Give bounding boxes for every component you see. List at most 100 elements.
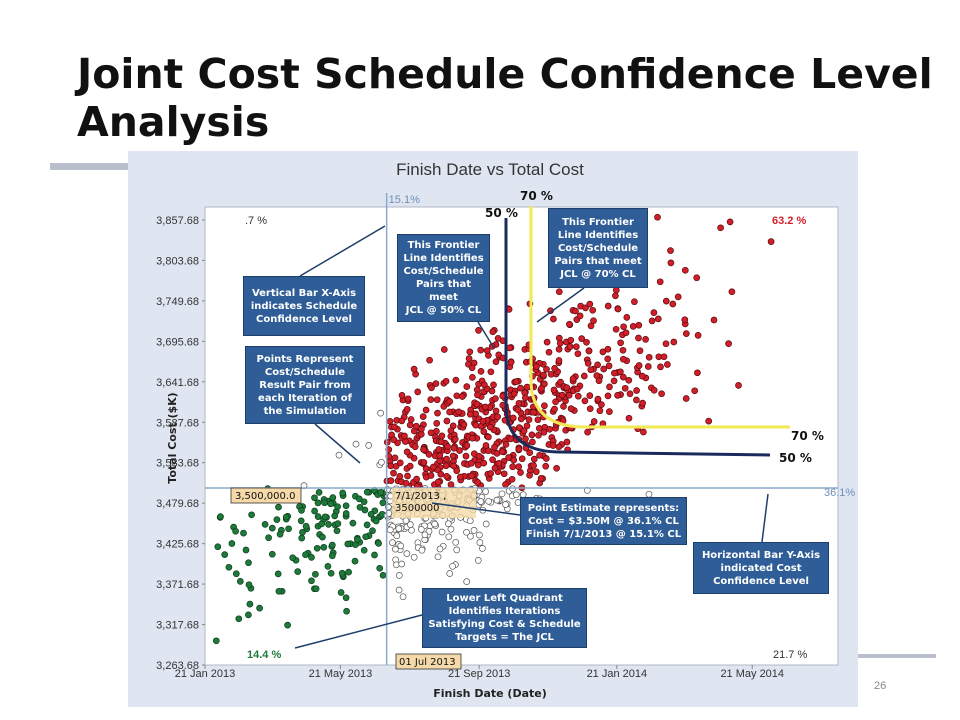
scatter-point (509, 463, 517, 471)
x-tick-label: 21 Jan 2013 (175, 668, 236, 680)
callout-vertical-bar: Vertical Bar X-Axis indicates Schedule C… (243, 276, 365, 336)
scatter-point (445, 533, 453, 541)
scatter-point (403, 405, 411, 413)
scatter-point (546, 425, 554, 433)
frontier-50-right-label: 50 % (779, 451, 812, 465)
scatter-point (565, 391, 573, 399)
scatter-point (352, 440, 360, 448)
scatter-point (452, 538, 460, 546)
callout-pointer (477, 321, 495, 349)
scatter-point (378, 458, 385, 466)
callout-pointer (299, 225, 386, 277)
scatter-point (338, 569, 346, 577)
scatter-point (545, 348, 553, 356)
scatter-point (312, 570, 319, 578)
scatter-point (363, 488, 371, 496)
scatter-point (681, 316, 689, 324)
scatter-point (605, 362, 613, 370)
scatter-point (289, 554, 297, 562)
scatter-point (485, 497, 492, 505)
scatter-point (625, 414, 633, 422)
scatter-point (214, 543, 222, 551)
y-tick-label: 3,533.68 (156, 458, 199, 470)
scatter-point (444, 443, 451, 450)
scatter-point (342, 510, 350, 517)
callout-frontier-70: This Frontier Line Identifies Cost/Sched… (548, 208, 648, 288)
scatter-point (612, 292, 619, 300)
scatter-point (510, 390, 518, 398)
quadrant-label-lower-left: 14.4 % (247, 649, 281, 661)
scatter-point (650, 309, 658, 316)
quadrant-label-upper-right: 63.2 % (772, 215, 806, 227)
y-tick-label: 3,749.68 (156, 296, 199, 308)
callout-pointer (294, 614, 423, 649)
scatter-point (406, 521, 414, 528)
scatter-point (391, 423, 398, 431)
scatter-point (491, 464, 499, 472)
scatter-point (584, 360, 592, 367)
scatter-point (619, 355, 627, 363)
scatter-point (626, 390, 634, 398)
scatter-point (604, 345, 612, 353)
scatter-point (273, 516, 281, 523)
scatter-point (442, 377, 450, 385)
scatter-point (541, 380, 548, 388)
scatter-point (387, 462, 395, 470)
scatter-point (487, 368, 495, 376)
scatter-point (482, 488, 489, 495)
scatter-point (376, 564, 384, 572)
scatter-point (574, 392, 582, 400)
scatter-point (549, 442, 557, 449)
scatter-point (410, 365, 418, 373)
scatter-point (328, 541, 336, 549)
cost-confidence-label: 36.1% (824, 487, 855, 499)
frontier-line-50 (504, 218, 771, 457)
scatter-point (648, 317, 656, 325)
y-tick-label: 3,695.68 (156, 336, 199, 348)
scatter-point (465, 355, 473, 362)
scatter-point (585, 347, 593, 355)
scatter-point (596, 407, 604, 415)
scatter-point (614, 392, 621, 399)
scatter-point (256, 604, 263, 612)
scatter-point (403, 550, 411, 557)
scatter-point (467, 532, 474, 540)
scatter-point (526, 449, 534, 456)
scatter-point (477, 346, 485, 354)
scatter-point (308, 577, 315, 585)
scatter-point (356, 503, 364, 511)
scatter-point (407, 416, 415, 423)
scatter-point (463, 442, 471, 449)
scatter-point (631, 298, 638, 306)
scatter-point (298, 534, 306, 542)
scatter-point (362, 533, 370, 541)
scatter-point (610, 377, 618, 385)
scatter-point (600, 365, 608, 373)
scatter-point (636, 347, 644, 355)
scatter-point (534, 416, 542, 424)
scatter-point (682, 330, 690, 337)
scatter-point (413, 475, 420, 483)
scatter-point (474, 557, 482, 564)
scatter-point (389, 539, 396, 546)
y-tick-label: 3,587.68 (156, 417, 199, 429)
scatter-point (522, 394, 529, 402)
scatter-point (717, 224, 724, 232)
scatter-point (436, 452, 444, 459)
scatter-point (268, 550, 276, 558)
scatter-point (598, 401, 605, 408)
scatter-point (343, 607, 350, 615)
scatter-point (635, 321, 643, 329)
chart-title: Finish Date vs Total Cost (396, 160, 584, 179)
scatter-point (490, 381, 497, 389)
scatter-point (523, 383, 531, 391)
scatter-point (365, 442, 373, 449)
scatter-point (475, 452, 483, 460)
scatter-point (583, 338, 590, 346)
scatter-point (482, 442, 490, 449)
scatter-point (528, 431, 536, 439)
scatter-point (396, 473, 404, 480)
scatter-point (420, 446, 427, 453)
date-tag-box (395, 653, 462, 670)
scatter-point (487, 470, 495, 477)
